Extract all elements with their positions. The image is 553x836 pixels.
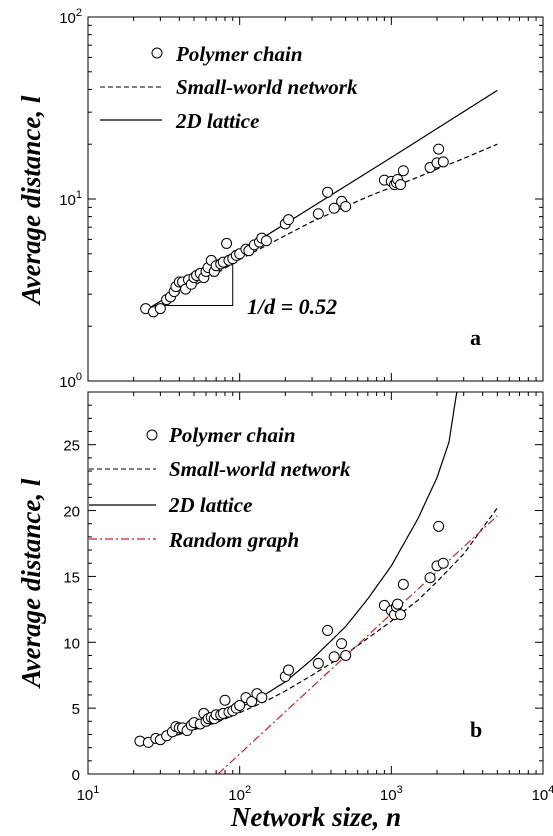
data-point-polymer (392, 598, 404, 610)
series-line-small-world-network (148, 143, 498, 313)
x-tick-label: 101 (77, 784, 100, 804)
data-point-polymer (256, 692, 268, 704)
data-point-polymer (397, 165, 409, 177)
series-line-small-world-network (148, 507, 498, 743)
data-point-polymer (340, 200, 352, 212)
legend-label-lattice-a: 2D lattice (175, 109, 259, 133)
y-tick-label-a: 101 (59, 189, 82, 209)
data-point-polymer (322, 624, 334, 636)
y-tick-label-b: 10 (63, 635, 80, 652)
legend-label-smallworld-b: Small-world network (169, 457, 351, 481)
panel-label-b: b (470, 717, 482, 742)
data-point-polymer (395, 179, 407, 191)
y-tick-label-b: 25 (63, 438, 80, 455)
y-tick-label-b: 15 (63, 569, 80, 586)
data-point-polymer (397, 578, 409, 590)
panel-b-tick-labels: 0 5 10 15 20 25 101 102 103 104 (63, 438, 553, 804)
panel-a-points (140, 143, 449, 318)
panel-a: 100 101 102 Polymer chain Small-world netw… (59, 7, 544, 391)
data-point-polymer (260, 235, 272, 247)
panel-b: 0 5 10 15 20 25 101 102 103 104 Polymer chain Sma… (63, 391, 553, 804)
legend-label-smallworld-a: Small-world network (176, 75, 358, 99)
y-tick-label-b: 20 (63, 504, 80, 521)
data-point-polymer (154, 303, 166, 315)
data-point-polymer (328, 651, 340, 663)
data-point-polymer (336, 638, 348, 650)
panel-label-a: a (470, 325, 481, 350)
y-tick-label-b: 5 (72, 701, 80, 718)
data-point-polymer (437, 557, 449, 569)
legend-marker-polymer-a (151, 47, 163, 59)
legend-label-polymer-b: Polymer chain (168, 423, 296, 447)
data-point-polymer (283, 214, 295, 226)
y-axis-label-a: Average distance, l (16, 95, 46, 306)
data-point-polymer (433, 143, 445, 155)
data-point-polymer (219, 694, 231, 706)
legend-label-lattice-b: 2D lattice (168, 493, 252, 517)
panel-a-tick-labels: 100 101 102 (59, 7, 82, 391)
y-axis-label-b: Average distance, l (16, 478, 46, 689)
data-point-polymer (246, 696, 258, 708)
x-tick-label: 104 (532, 784, 553, 804)
x-tick-label: 103 (380, 784, 403, 804)
data-point-polymer (424, 572, 436, 584)
data-point-polymer (234, 700, 246, 712)
slope-annotation: 1/d = 0.52 (247, 294, 337, 319)
data-point-polymer (322, 186, 334, 198)
data-point-polymer (328, 202, 340, 214)
legend-label-random-b: Random graph (168, 528, 299, 552)
panel-a-legend: Polymer chain Small-world network 2D lat… (100, 42, 358, 133)
data-point-polymer (433, 520, 445, 532)
data-point-polymer (221, 237, 233, 249)
panel-b-frame (87, 391, 544, 775)
slope-triangle (153, 253, 234, 306)
panel-a-ticks (87, 17, 543, 382)
data-point-polymer (312, 657, 324, 669)
data-point-polymer (395, 609, 407, 621)
panel-b-legend: Polymer chain Small-world network 2D lat… (89, 423, 351, 552)
data-point-polymer (437, 156, 449, 168)
y-tick-label-a: 100 (59, 371, 82, 391)
panel-b-points (134, 520, 449, 748)
legend-marker-polymer-b (146, 429, 158, 441)
data-point-polymer (340, 649, 352, 661)
y-tick-label-b: 0 (72, 767, 80, 784)
data-point-polymer (312, 208, 324, 220)
x-axis-label: Network size, n (230, 802, 401, 832)
panel-b-ticks (87, 391, 543, 775)
x-tick-label: 102 (228, 784, 251, 804)
data-point-polymer (283, 664, 295, 676)
series-line-random-graph (217, 515, 498, 775)
legend-label-polymer-a: Polymer chain (175, 42, 303, 66)
y-tick-label-a: 102 (59, 7, 82, 27)
